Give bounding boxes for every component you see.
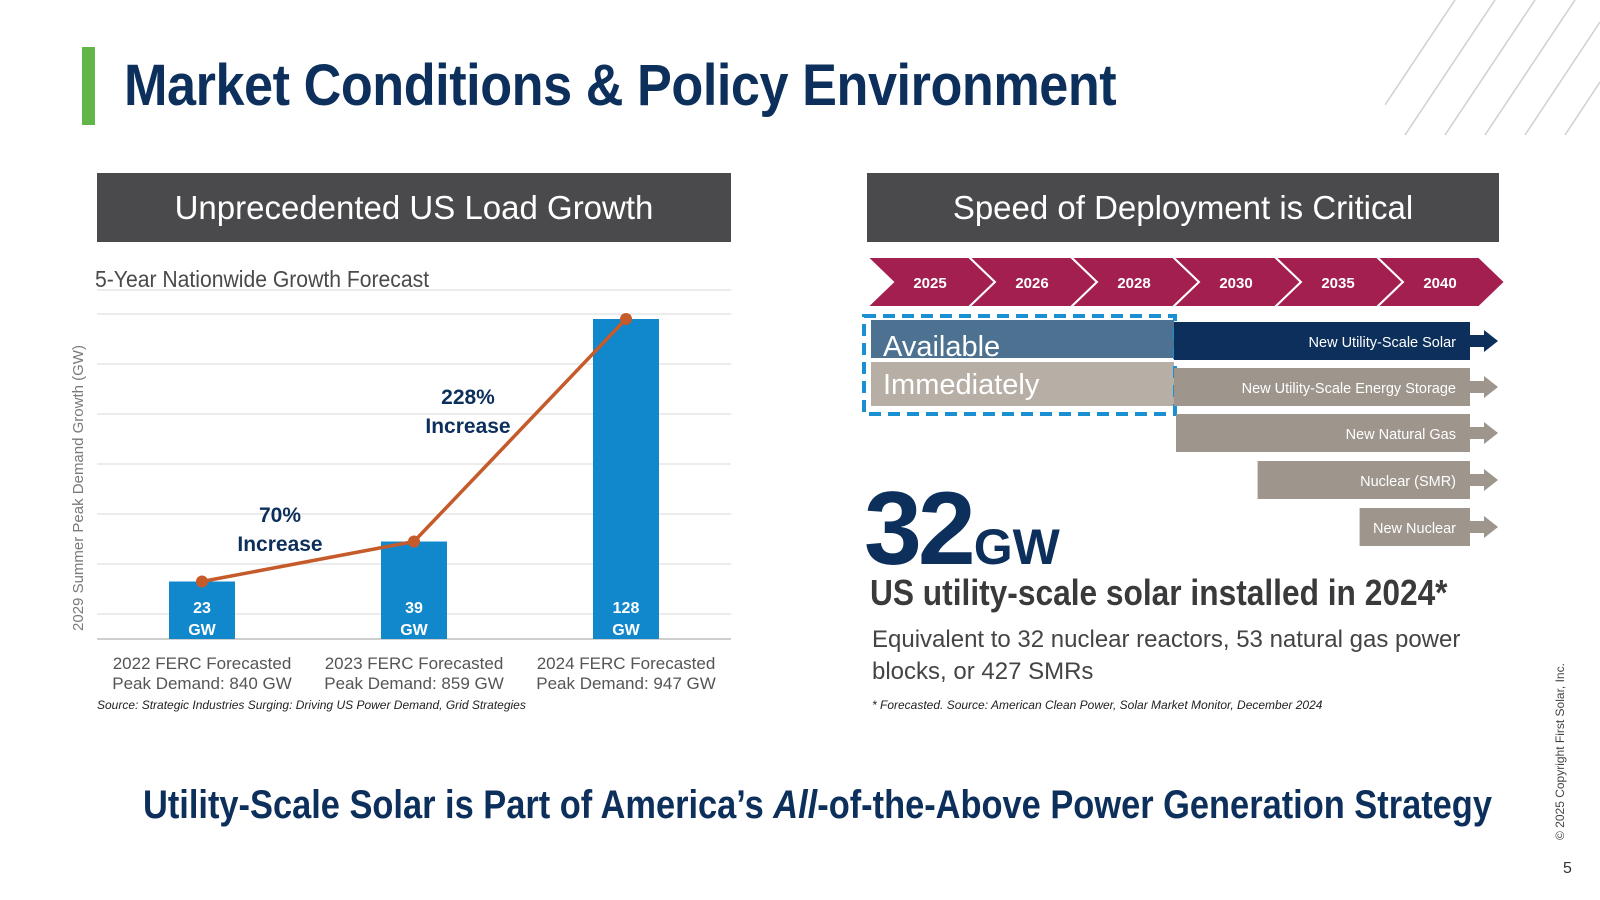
diagonal-lines-decoration: [1385, 0, 1600, 136]
technology-arrow: [1470, 516, 1498, 538]
left-source-note: Source: Strategic Industries Surging: Dr…: [97, 698, 526, 712]
immediately-row-bg: [871, 362, 1174, 406]
right-source-note: * Forecasted. Source: American Clean Pow…: [872, 698, 1323, 712]
x-tick-label: 2023 FERC Forecasted: [325, 654, 504, 673]
technology-arrow: [1470, 422, 1498, 444]
x-tick-label-sub: Peak Demand: 859 GW: [324, 674, 504, 693]
immediately-label: Immediately: [883, 369, 1040, 401]
trend-point: [408, 535, 420, 548]
technology-arrow: [1470, 330, 1498, 352]
right-panel-header: Speed of Deployment is Critical: [867, 173, 1499, 242]
tagline-start: Utility-Scale Solar is Part of America’s: [143, 783, 774, 827]
bar-value-label: 23: [193, 600, 211, 617]
technology-label: Nuclear (SMR): [1360, 474, 1456, 490]
x-tick-label-sub: Peak Demand: 840 GW: [112, 674, 292, 693]
bar-unit-label: GW: [612, 622, 640, 639]
timeline-year-label: 2030: [1219, 275, 1252, 292]
stat-description: Equivalent to 32 nuclear reactors, 53 na…: [872, 626, 1461, 685]
technology-label: New Utility-Scale Solar: [1309, 335, 1457, 351]
bar: [593, 319, 659, 639]
technology-label: New Natural Gas: [1346, 427, 1456, 443]
timeline-year-label: 2026: [1015, 275, 1048, 292]
annotation-percent: 70%: [259, 504, 301, 527]
bar-value-label: 128: [613, 600, 640, 617]
tagline-end: -of-the-Above Power Generation Strategy: [817, 783, 1492, 827]
technology-bar: [1257, 461, 1470, 499]
bar-unit-label: GW: [400, 622, 428, 639]
stat-value: 32: [864, 471, 976, 587]
bar-unit-label: GW: [188, 622, 216, 639]
timeline-year-label: 2028: [1117, 275, 1150, 292]
available-row-bg: [871, 320, 1174, 358]
available-highlight-box: [862, 314, 1177, 416]
annotation-label: Increase: [425, 415, 510, 438]
technology-bar: [1174, 322, 1470, 360]
x-tick-label: 2022 FERC Forecasted: [113, 654, 292, 673]
annotation-percent: 228%: [441, 386, 495, 409]
bar: [169, 581, 235, 639]
annotation-label: Increase: [237, 533, 322, 556]
trend-point: [196, 575, 208, 588]
technology-bar: [1176, 414, 1470, 452]
stat-number: 32GW: [864, 470, 1060, 589]
tagline-emphasis: All: [773, 783, 818, 827]
left-panel-header: Unprecedented US Load Growth: [97, 173, 731, 242]
technology-bar: [1359, 508, 1470, 546]
technology-label: New Utility-Scale Energy Storage: [1242, 381, 1456, 397]
timeline-year-label: 2035: [1321, 275, 1354, 292]
technology-label: New Nuclear: [1373, 521, 1456, 537]
title-accent-bar: [82, 47, 95, 125]
bar: [381, 541, 447, 639]
technology-arrow: [1470, 376, 1498, 398]
stat-label: US utility-scale solar installed in 2024…: [870, 572, 1448, 613]
copyright-notice: © 2025 Copyright First Solar, Inc.: [1553, 663, 1567, 840]
technology-bar: [1174, 368, 1470, 406]
x-tick-label: 2024 FERC Forecasted: [537, 654, 716, 673]
x-tick-label-sub: Peak Demand: 947 GW: [536, 674, 716, 693]
trend-point: [620, 313, 632, 325]
y-axis-label: 2029 Summer Peak Demand Growth (GW): [70, 345, 87, 631]
timeline-year-chevron: [1374, 256, 1507, 308]
timeline-year-label: 2040: [1423, 275, 1456, 292]
slide-title: Market Conditions & Policy Environment: [124, 53, 1117, 118]
bar-value-label: 39: [405, 600, 423, 617]
stat-unit: GW: [973, 519, 1060, 575]
slide-tagline: Utility-Scale Solar is Part of America’s…: [143, 783, 1492, 828]
page-number: 5: [1563, 860, 1572, 877]
timeline-year-label: 2025: [913, 275, 946, 292]
available-label: Available: [883, 331, 1000, 363]
chart-title: 5-Year Nationwide Growth Forecast: [95, 266, 429, 292]
technology-arrow: [1470, 469, 1498, 491]
